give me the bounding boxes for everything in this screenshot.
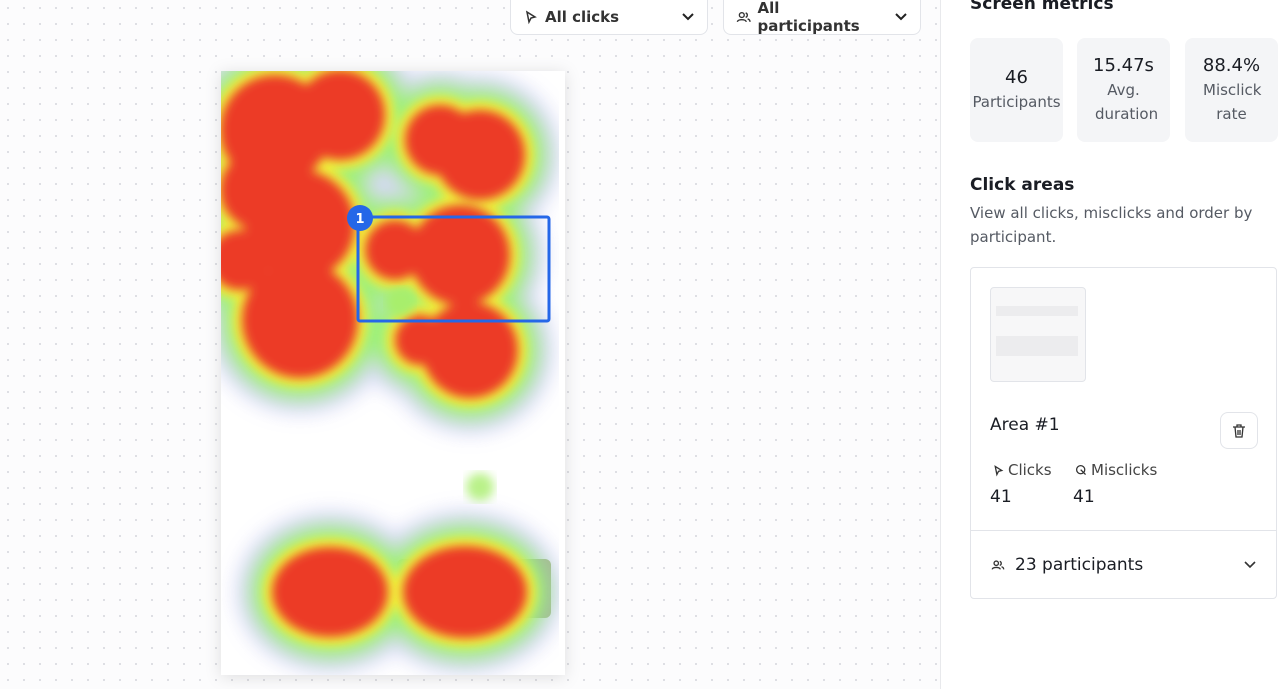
delete-button[interactable] (1220, 412, 1258, 449)
area-thumbnail (990, 287, 1086, 382)
filter-label: All clicks (545, 8, 620, 26)
participants-toggle[interactable]: 23 participants (971, 530, 1276, 598)
metric-card: 88.4% Misclick rate (1185, 38, 1278, 142)
thumb-line (996, 306, 1078, 316)
chevron (895, 13, 908, 21)
area-panel: Area #1 Clicks 41 Misclicks 41 23 partic… (970, 267, 1277, 599)
heatmap: 1 (221, 71, 565, 675)
section-description: View all clicks, misclicks and order by … (970, 204, 1253, 246)
metric-value: 88.4% (1202, 55, 1261, 76)
metric-card: 15.47s Avg. duration (1077, 38, 1170, 142)
metric-value: 15.47s (1093, 55, 1154, 76)
metric-value: 46 (1005, 67, 1028, 88)
click-area-box[interactable] (356, 215, 551, 323)
filter-label: All participants (757, 0, 860, 35)
section-title: Click areas (970, 175, 1075, 195)
metric-label: Participants (972, 93, 1061, 111)
people-icon (991, 559, 1005, 570)
stat-value: 41 (990, 487, 1012, 507)
metric-label: Avg. duration (1095, 81, 1159, 123)
metric-label: Misclick rate (1203, 81, 1262, 123)
stat-value: 41 (1073, 487, 1095, 507)
area-badge-label: 1 (355, 212, 364, 227)
clicks-stat: Clicks (992, 461, 1052, 479)
misclicks-stat: Misclicks (1075, 461, 1157, 479)
chevron (1244, 560, 1256, 568)
participants-label: 23 participants (1015, 554, 1144, 575)
cursor-icon (525, 10, 537, 25)
section-title: Screen metrics (970, 0, 1114, 14)
area-name: Area #1 (990, 415, 1060, 435)
canvas: All clicks All participants (0, 0, 940, 689)
clicks-filter[interactable]: All clicks (510, 0, 708, 35)
stat-label: Misclicks (1091, 461, 1158, 479)
metric-card: 46 Participants (970, 38, 1063, 142)
cursor-icon (994, 464, 1004, 477)
participants-filter[interactable]: All participants (723, 0, 921, 35)
trash-icon (1233, 423, 1245, 438)
area-badge (347, 205, 373, 231)
chevron (682, 13, 694, 21)
sidebar: Screen metrics 46 Participants 15.47s Avg.… (940, 0, 1280, 689)
misclick-icon (1075, 464, 1087, 475)
people-icon (736, 11, 751, 23)
stat-label: Clicks (1008, 461, 1052, 479)
thumb-line (996, 336, 1078, 356)
